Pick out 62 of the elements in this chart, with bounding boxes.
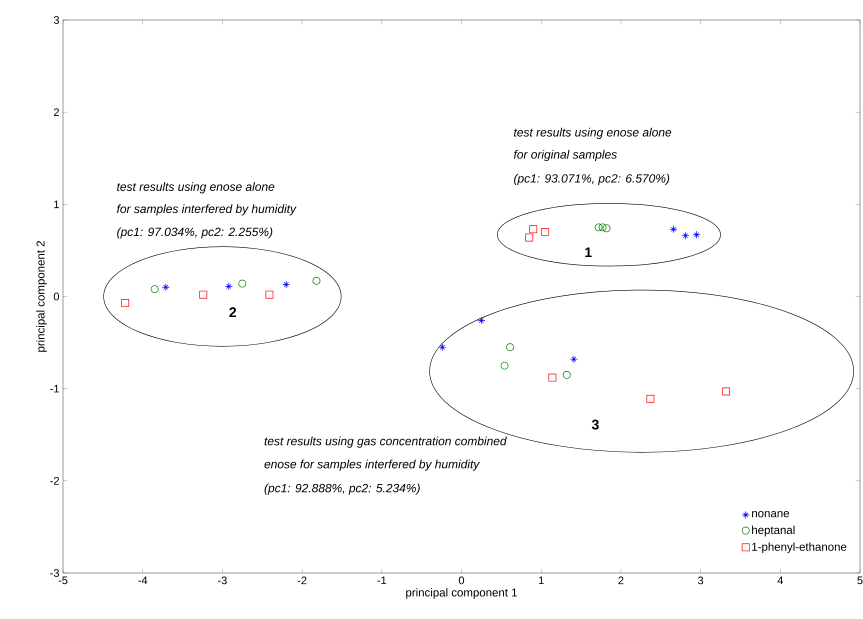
annotation: 3 <box>592 420 599 430</box>
legend-label: heptanal <box>752 526 794 536</box>
y-tick-label: 2 <box>54 108 59 116</box>
point <box>670 225 678 234</box>
point <box>438 343 446 352</box>
annotation: (pc1: 92.888%, pc2: 5.234%) <box>264 484 420 495</box>
point <box>199 290 208 299</box>
annotation: enose for samples interfered by humidity <box>264 460 480 471</box>
annotation: 2 <box>229 307 236 318</box>
point <box>529 225 538 234</box>
point <box>598 223 607 232</box>
y-tick-label: 0 <box>54 292 60 300</box>
x-tick-label: 5 <box>857 576 863 584</box>
annotation: 1 <box>585 247 592 258</box>
x-axis-title: principal component 1 <box>406 588 517 599</box>
x-tick-label: 2 <box>618 576 624 584</box>
point <box>506 343 514 352</box>
annotation: (pc1: 97.034%, pc2: 2.255%) <box>117 227 272 238</box>
x-tick-label: 0 <box>458 576 464 584</box>
point <box>722 387 730 396</box>
point <box>594 223 603 232</box>
point <box>265 290 274 299</box>
point <box>224 282 233 290</box>
point <box>682 232 690 240</box>
point <box>238 280 246 288</box>
x-tick-label: 1 <box>538 576 544 584</box>
y-tick-label: -1 <box>50 384 59 392</box>
legend-label: nonane <box>752 511 790 518</box>
y-tick-label: -3 <box>50 569 59 577</box>
x-tick-label: -5 <box>58 576 68 584</box>
y-tick-label: -2 <box>50 477 59 485</box>
point <box>548 374 556 382</box>
point <box>692 230 701 239</box>
x-tick-label: -4 <box>138 576 148 584</box>
annotation: test results using gas concentration combined <box>264 436 507 448</box>
point <box>541 228 550 236</box>
x-tick-label: -1 <box>377 576 386 584</box>
point <box>477 316 486 324</box>
point <box>570 355 578 364</box>
x-tick-label: -3 <box>218 576 227 584</box>
annotation: test results using enose alone <box>117 182 274 194</box>
point <box>162 283 170 292</box>
x-tick-label: 4 <box>778 576 784 584</box>
y-axis-title: principal component 2 <box>36 241 47 352</box>
point <box>525 234 534 242</box>
x-tick-label: 3 <box>698 576 704 584</box>
annotation: (pc1: 93.071%, pc2: 6.570%) <box>514 174 670 186</box>
point <box>282 280 290 288</box>
x-tick-label: -2 <box>298 576 306 584</box>
point <box>500 362 508 370</box>
y-tick-label: 1 <box>54 200 59 208</box>
legend-label: 1-phenyl-ethanone <box>752 542 846 554</box>
point <box>121 299 130 307</box>
point <box>646 394 654 403</box>
y-tick-label: 3 <box>54 16 59 24</box>
annotation: test results using enose alone <box>514 128 672 139</box>
annotation: for samples interfered by humidity <box>117 204 297 216</box>
point <box>150 285 159 294</box>
annotation: for original samples <box>514 150 617 162</box>
point <box>562 370 571 379</box>
point <box>602 224 610 232</box>
point <box>312 276 320 285</box>
